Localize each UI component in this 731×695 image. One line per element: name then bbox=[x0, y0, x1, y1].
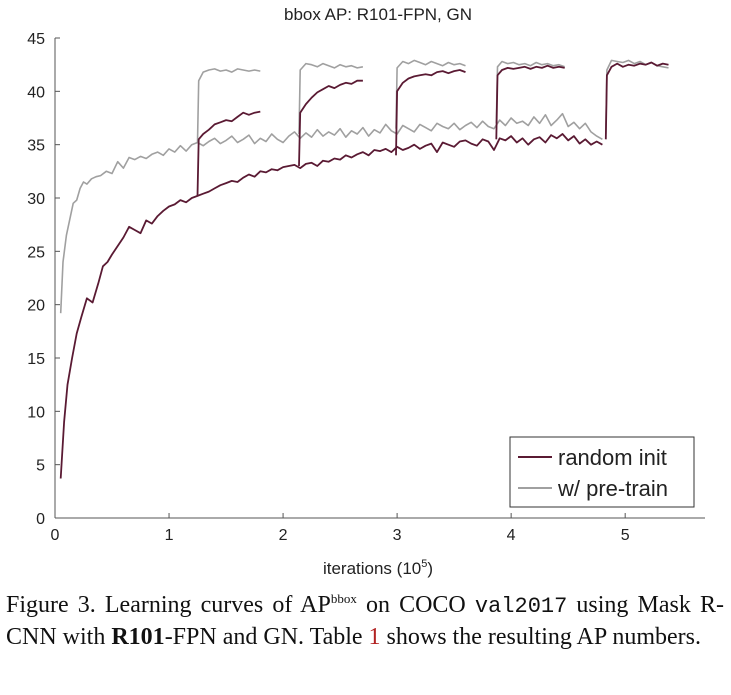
legend-label: random init bbox=[558, 445, 667, 470]
x-axis-label: iterations (105) bbox=[323, 558, 433, 578]
y-tick-label: 20 bbox=[27, 298, 45, 315]
y-tick-label: 30 bbox=[27, 191, 45, 208]
x-tick-label: 0 bbox=[51, 527, 60, 544]
series-line-w-pre-train-segment-5 bbox=[605, 59, 669, 135]
series-line-random-init-segment-3 bbox=[395, 69, 466, 156]
plot-area bbox=[59, 59, 669, 479]
learning-curve-chart: bbox AP: R101-FPN, GN 051015202530354045… bbox=[27, 5, 705, 578]
table-reference-link[interactable]: 1 bbox=[368, 624, 381, 650]
series-line-random-init-segment-5 bbox=[604, 61, 669, 140]
figure-caption: Figure 3. Learning curves of APbbox on C… bbox=[6, 591, 724, 650]
y-tick-label: 40 bbox=[27, 84, 45, 101]
x-tick-label: 4 bbox=[507, 527, 516, 544]
series-line-random-init-segment-4 bbox=[495, 64, 565, 140]
series-line-random-init-segment-0 bbox=[59, 133, 603, 479]
series-line-w-pre-train-segment-3 bbox=[395, 59, 466, 129]
series-line-w-pre-train-segment-4 bbox=[495, 60, 565, 124]
series-line-w-pre-train-segment-0 bbox=[59, 112, 603, 314]
y-tick-label: 35 bbox=[27, 138, 45, 155]
series-line-random-init-segment-1 bbox=[196, 110, 261, 196]
legend-box bbox=[509, 436, 695, 508]
series-line-w-pre-train-segment-2 bbox=[298, 62, 364, 135]
series-line-w-pre-train-segment-1 bbox=[196, 68, 261, 143]
y-tick-label: 0 bbox=[36, 511, 45, 528]
legend-label: w/ pre-train bbox=[557, 476, 668, 501]
legend: random init w/ pre-train bbox=[509, 436, 695, 508]
y-tick-label: 15 bbox=[27, 351, 45, 368]
x-tick-label: 3 bbox=[393, 527, 402, 544]
y-tick-label: 25 bbox=[27, 244, 45, 261]
y-tick-label: 5 bbox=[36, 458, 45, 475]
x-tick-label: 5 bbox=[621, 527, 630, 544]
y-tick-label: 10 bbox=[27, 404, 45, 421]
x-tick-label: 2 bbox=[279, 527, 288, 544]
series-line-random-init-segment-2 bbox=[298, 79, 363, 167]
x-tick-label: 1 bbox=[165, 527, 174, 544]
y-tick-label: 45 bbox=[27, 31, 45, 48]
chart-title: bbox AP: R101-FPN, GN bbox=[284, 5, 472, 24]
